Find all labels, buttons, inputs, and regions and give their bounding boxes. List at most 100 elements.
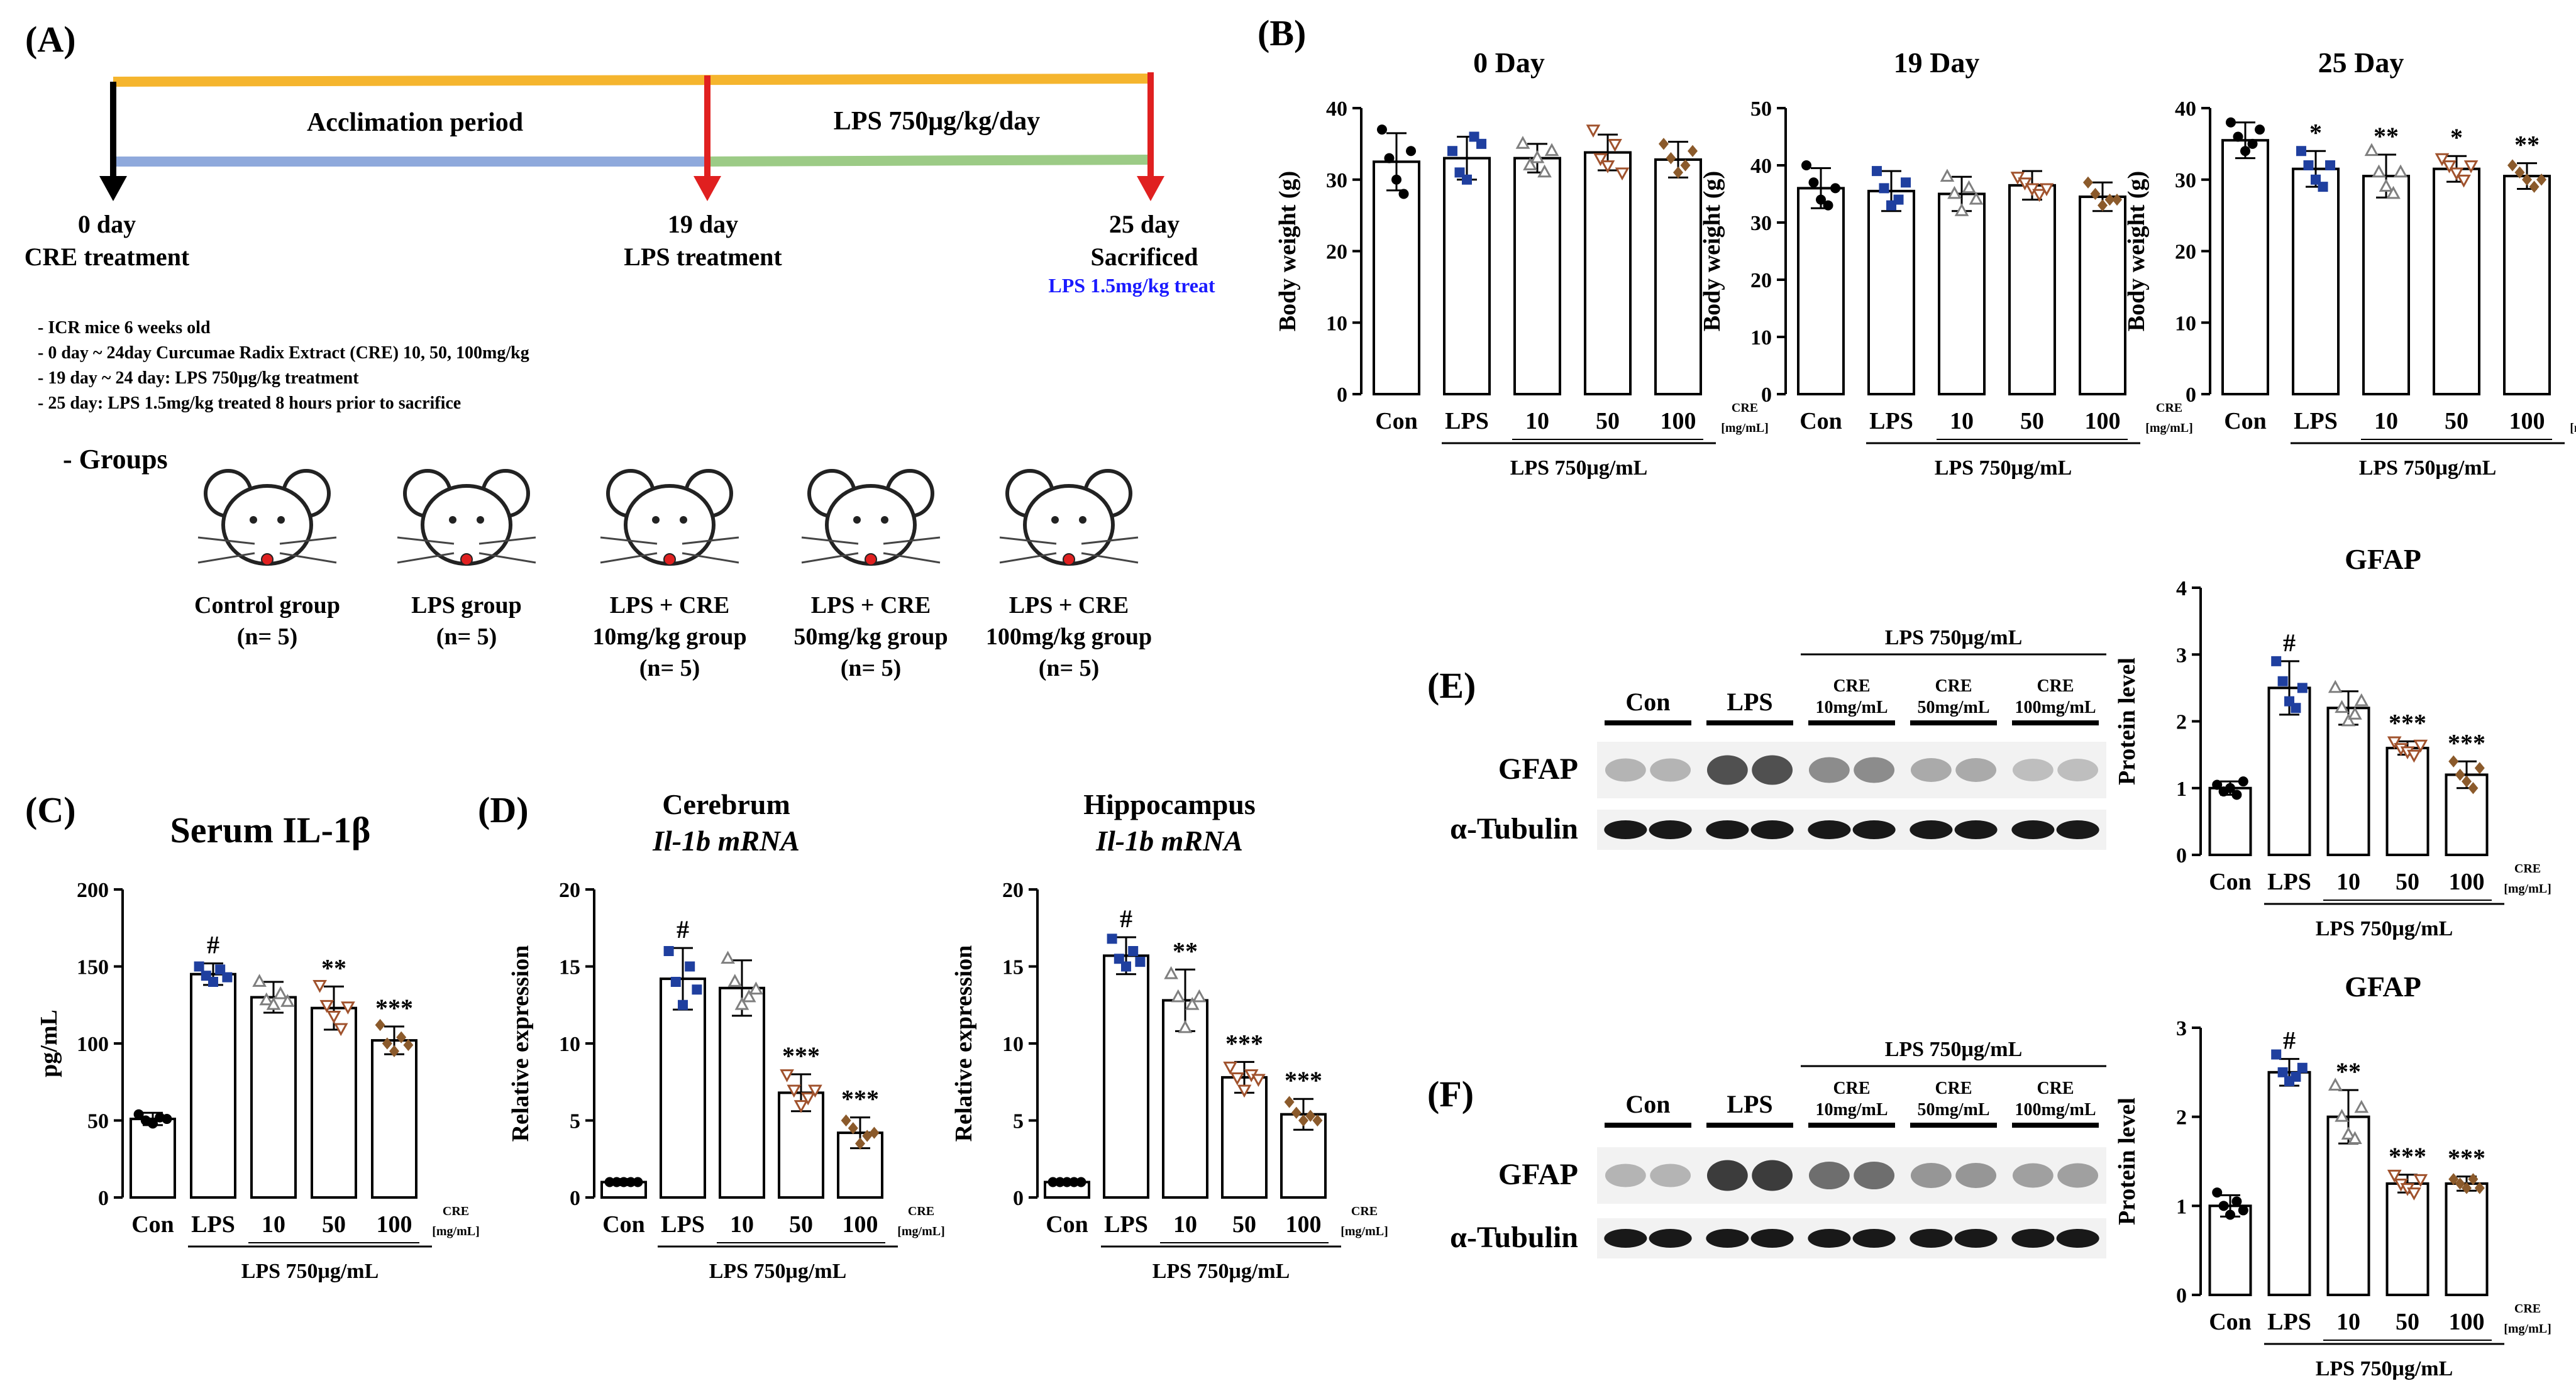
data-point [2212,1187,2223,1198]
mouse-eye [277,516,285,524]
blot-header: LPS 750μg/mL [1885,626,2023,649]
x-tick-label: 50 [789,1211,813,1238]
data-point [2455,1177,2465,1190]
significance-mark: # [2283,1026,2296,1055]
gfap-band [1808,757,1850,783]
y-tick-label: 0 [1761,383,1772,407]
gfap-band [1910,758,1952,782]
data-point [1298,1114,1308,1127]
gfap-band [1955,758,1997,782]
milestone-day0: 0 day [78,210,136,238]
data-point [2090,187,2101,201]
data-point [1185,997,1200,1010]
data-point [2448,755,2459,768]
bar [1938,192,1986,395]
lps-group-label: LPS 750μg/mL [2316,1357,2453,1380]
tubulin-band [1604,1229,1647,1248]
data-point [1969,191,1984,205]
y-tick-label: 20 [1750,269,1772,292]
data-point [2325,160,2336,170]
data-point [2372,164,2386,178]
chart-title: GFAP [2345,971,2421,1003]
mouse-icon [801,469,941,566]
significance-mark: # [2283,629,2296,657]
data-point [1523,157,1537,170]
chart-b1: 19 Day 0 10 20 30 40 50 Body weight (g) Con LPS 10… [1699,47,2193,480]
significance-mark: # [207,931,219,959]
gfap-band [2012,759,2054,781]
bar [2221,139,2269,395]
tubulin-band [1954,820,1998,839]
data-point [1251,1074,1266,1087]
significance-mark: # [677,915,689,944]
data-point [2348,707,2362,720]
y-tick-label: 0 [2176,1284,2187,1307]
data-point [1893,194,1904,205]
data-point [266,997,281,1010]
data-point [604,1177,615,1187]
data-point [2112,194,2123,206]
data-point [2354,1099,2369,1113]
data-point [1673,166,1683,179]
data-point [2218,1201,2229,1211]
chart-c: Serum IL-1β 0 50 100 150 200 pg/mL Con # LPS 10 ** 5… [36,810,480,1283]
data-point [2296,146,2306,157]
mouse-whisker [883,536,941,545]
data-point [382,1037,392,1050]
data-point [2328,680,2343,693]
data-point [633,1177,643,1187]
x-tick-label: 10 [730,1211,754,1238]
gfap-band [1650,1164,1691,1187]
data-point [2379,179,2394,192]
y-tick-label: 40 [1326,97,1347,121]
data-point [787,1084,802,1098]
data-point [734,997,749,1010]
lps-group-label: LPS 750μg/mL [1510,456,1648,480]
panel-label: (F) [1427,1074,1474,1115]
chart-title: Cerebrum [662,788,790,820]
gfap-band [2057,759,2099,781]
chart-subtitle: Il-1b mRNA [652,825,800,857]
y-axis-label: pg/mL [36,1010,62,1077]
mouse-nose [663,553,676,566]
lane-label: CRE 10mg/mL [1815,676,1888,717]
data-point [2387,1169,2402,1183]
data-point [2407,1187,2421,1201]
tubulin-band [1604,820,1647,839]
mouse-whisker [279,536,337,545]
gfap-band [2057,1163,2099,1188]
data-point [1054,1177,1065,1187]
y-tick-label: 3 [2176,644,2187,667]
data-point [1171,989,1186,1003]
significance-mark: ** [2336,1057,2361,1086]
data-point [793,1100,809,1113]
y-tick-label: 0 [1337,383,1347,407]
tubulin-band [1852,820,1896,839]
milestone-day25-note: LPS 1.5mg/kg treat [1048,274,1215,297]
blot-row-label: GFAP [1498,1158,1578,1191]
data-point [611,1177,622,1187]
data-point [1515,136,1530,149]
x-tick-label: 100 [1661,408,1696,434]
group-name-2: LPS group [411,592,522,619]
timeline-lower-right-bar [707,155,1151,167]
data-point [1476,138,1487,149]
data-point [2291,1071,2301,1082]
data-point [1947,185,1962,199]
mouse-eye [881,516,888,524]
gfap-band [1752,1160,1793,1191]
data-point [1593,153,1608,167]
data-point [2297,683,2308,693]
lps-group-label: LPS 750μg/mL [1935,456,2072,480]
milestone-day19: 19 day [668,210,738,238]
significance-mark: *** [1225,1029,1263,1057]
x-tick-label: 50 [1232,1211,1256,1238]
data-point [2413,739,2428,753]
x-tick-label: Con [2209,1309,2252,1335]
x-tick-label: 100 [1286,1211,1322,1238]
blot-header: LPS 750μg/mL [1885,1038,2023,1061]
cre-unit-label: [mg/mL] [1721,421,1769,435]
mouse-icon [197,469,337,566]
blot-panel-f: (F) LPS 750μg/mL Con LPS CRE 10mg/mL CRE 50mg/m… [1427,1038,2106,1258]
tubulin-band [1649,1229,1692,1248]
